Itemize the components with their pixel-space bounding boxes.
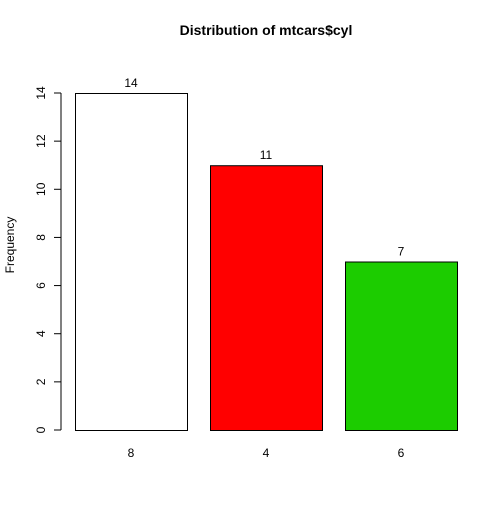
- x-tick-label: 4: [263, 446, 270, 460]
- y-tick-label: 14: [34, 86, 48, 100]
- y-tick-label: 4: [34, 330, 48, 337]
- y-tick-label: 8: [34, 234, 48, 241]
- bar: [345, 261, 458, 431]
- bars-group: [75, 93, 458, 431]
- y-tick-label: 10: [34, 182, 48, 196]
- bar: [210, 165, 323, 431]
- x-tick-label: 8: [128, 446, 135, 460]
- bar-value-label: 11: [260, 148, 273, 162]
- y-axis-label: Frequency: [3, 217, 17, 274]
- chart-title: Distribution of mtcars$cyl: [180, 22, 353, 38]
- y-axis: 0 2 4 6 8 10 12 14: [34, 86, 62, 433]
- bar-value-label: 7: [398, 245, 405, 259]
- y-tick-label: 0: [34, 426, 48, 433]
- bar-value-label: 14: [124, 76, 138, 90]
- y-tick-label: 6: [34, 282, 48, 289]
- x-tick-label: 6: [398, 446, 405, 460]
- y-tick-label: 2: [34, 378, 48, 385]
- y-tick-label: 12: [34, 134, 48, 148]
- bar: [75, 93, 188, 431]
- x-tick-labels: 8 4 6: [128, 446, 405, 460]
- data-labels-group: 14 11 7: [124, 76, 404, 259]
